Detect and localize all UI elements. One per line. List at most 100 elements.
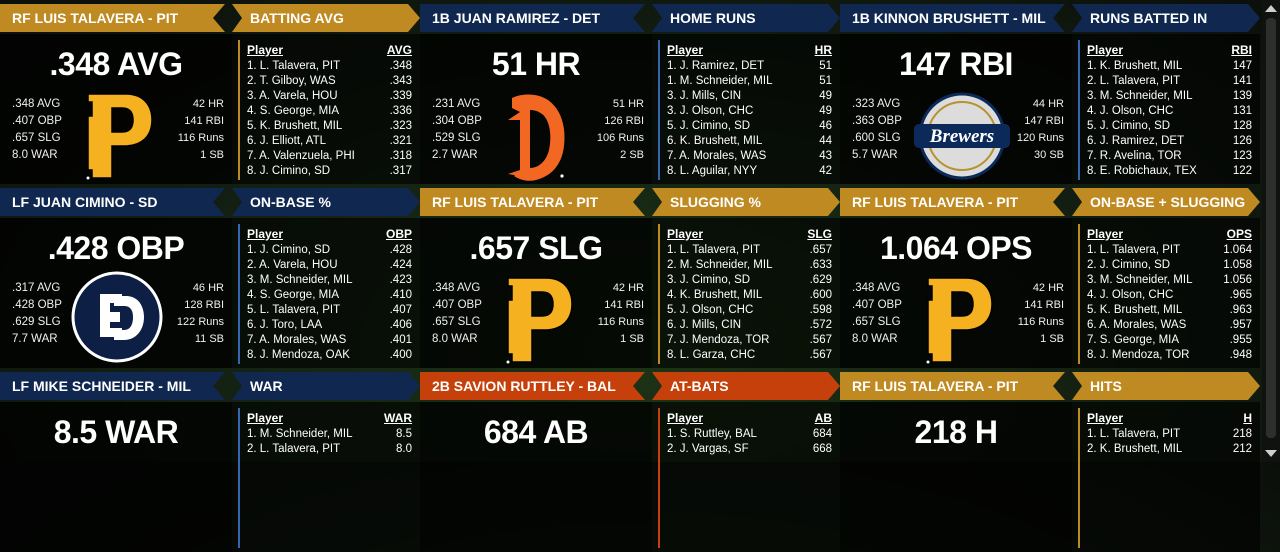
leaderboard-row[interactable]: 5. L. Talavera, PIT .407 [247,303,412,318]
leaderboard-row[interactable]: 1. K. Brushett, MIL 147 [1087,59,1252,74]
stat-sb: 1 SB [620,333,644,345]
stat-hr: 46 HR [192,282,224,294]
vertical-scrollbar[interactable] [1262,0,1280,462]
leaderboard-row[interactable]: 2. T. Gilboy, WAS .343 [247,74,412,89]
leaderboard-header: Player H [1087,411,1252,425]
leaderboard-row[interactable]: 6. J. Toro, LAA .406 [247,318,412,333]
leader-card-hits[interactable]: RF LUIS TALAVERA - PIT HITS 218 H Player… [840,372,1260,552]
leader-card-slugging-pct[interactable]: RF LUIS TALAVERA - PIT SLUGGING % .657 S… [420,188,840,368]
leaderboard-row[interactable]: 1. L. Talavera, PIT 1.064 [1087,243,1252,258]
row-player: 3. J. Olson, CHC [667,105,754,117]
leaderboard-row[interactable]: 5. J. Cimino, SD 128 [1087,119,1252,134]
leaderboard-row[interactable]: 1. S. Ruttley, BAL 684 [667,427,832,442]
leaderboard-row[interactable]: 6. K. Brushett, MIL 44 [667,134,832,149]
leaderboard-row[interactable]: 5. J. Olson, CHC .598 [667,303,832,318]
row-player: 5. J. Olson, CHC [667,304,754,316]
leaderboard-row[interactable]: 3. M. Schneider, MIL 1.056 [1087,273,1252,288]
leaderboard-row[interactable]: 1. M. Schneider, MIL 51 [667,74,832,89]
leaderboard-row[interactable]: 4. J. Olson, CHC .965 [1087,288,1252,303]
row-value: .567 [809,349,832,361]
padres-logo-icon [71,271,163,363]
headline-stat: 218 H [914,414,998,450]
leader-card-on-base-pct[interactable]: LF JUAN CIMINO - SD ON-BASE % .428 OBP .… [0,188,420,368]
leaderboard-row[interactable]: 7. A. Valenzuela, PHI .318 [247,149,412,164]
row-value: 131 [1232,105,1252,117]
leaderboard-row[interactable]: 5. K. Brushett, MIL .963 [1087,303,1252,318]
row-player: 1. J. Cimino, SD [247,244,331,256]
leaderboard-row[interactable]: 1. M. Schneider, MIL 8.5 [247,427,412,442]
leaderboard-row[interactable]: 1. L. Talavera, PIT 218 [1087,427,1252,442]
row-player: 8. L. Aguilar, NYY [667,165,758,177]
leaderboard-row[interactable]: 5. J. Cimino, SD 46 [667,119,832,134]
row-value: .963 [1229,304,1252,316]
row-value: 49 [819,105,832,117]
leaderboard-row[interactable]: 6. A. Morales, WAS .957 [1087,318,1252,333]
leaderboard-row[interactable]: 7. R. Avelina, TOR 123 [1087,149,1252,164]
leader-card-runs-batted-in[interactable]: 1B KINNON BRUSHETT - MIL RUNS BATTED IN … [840,4,1260,184]
leaderboard-row[interactable]: 8. L. Aguilar, NYY 42 [667,164,832,179]
col-stat: RBI [1231,43,1252,57]
leaderboard-row[interactable]: 8. J. Cimino, SD .317 [247,164,412,179]
leaderboard-row[interactable]: 7. J. Mendoza, TOR .567 [667,333,832,348]
leaderboard-row[interactable]: 7. S. George, MIA .955 [1087,333,1252,348]
row-player: 6. J. Toro, LAA [247,319,323,331]
stat-sb: 1 SB [1040,333,1064,345]
leader-card-batting-avg[interactable]: RF LUIS TALAVERA - PIT BATTING AVG .348 … [0,4,420,184]
leaderboard-row[interactable]: 3. J. Olson, CHC 49 [667,104,832,119]
leaderboard-row[interactable]: 3. J. Mills, CIN 49 [667,89,832,104]
row-value: 126 [1232,135,1252,147]
stat-obp: .407 OBP [432,299,482,311]
leaderboard-row[interactable]: 6. J. Ramirez, DET 126 [1087,134,1252,149]
stat-runs: 116 Runs [597,316,644,328]
leaderboard-row[interactable]: 8. J. Mendoza, TOR .948 [1087,348,1252,363]
leaderboard-row[interactable]: 4. S. George, MIA .410 [247,288,412,303]
leaderboard-row[interactable]: 2. L. Talavera, PIT 8.0 [247,442,412,457]
leaderboard-row[interactable]: 4. K. Brushett, MIL .600 [667,288,832,303]
stat-war: 2.7 WAR [432,149,478,161]
leaderboard-row[interactable]: 2. J. Vargas, SF 668 [667,442,832,457]
stat-rbi: 147 RBI [1024,115,1064,127]
row-value: .407 [389,304,412,316]
leader-card-ops[interactable]: RF LUIS TALAVERA - PIT ON-BASE + SLUGGIN… [840,188,1260,368]
leaderboard-row[interactable]: 5. K. Brushett, MIL .323 [247,119,412,134]
stat-runs: 106 Runs [596,132,644,144]
leaderboard-row[interactable]: 4. J. Olson, CHC 131 [1087,104,1252,119]
leaderboard-row[interactable]: 1. J. Ramirez, DET 51 [667,59,832,74]
leaderboard-header: Player AB [667,411,832,425]
row-player: 2. T. Gilboy, WAS [247,75,336,87]
stat-runs: 116 Runs [1017,316,1064,328]
leaderboard-row[interactable]: 7. A. Morales, WAS .401 [247,333,412,348]
leaderboard-row[interactable]: 7. A. Morales, WAS 43 [667,149,832,164]
player-banner: RF LUIS TALAVERA - PIT [0,4,225,32]
leaderboard-row[interactable]: 3. A. Varela, HOU .339 [247,89,412,104]
leaderboard-row[interactable]: 3. M. Schneider, MIL .423 [247,273,412,288]
leaderboard-row[interactable]: 8. J. Mendoza, OAK .400 [247,348,412,363]
leaderboard-row[interactable]: 2. M. Schneider, MIL .633 [667,258,832,273]
leaderboard-row[interactable]: 4. S. George, MIA .336 [247,104,412,119]
leaderboard-row[interactable]: 1. L. Talavera, PIT .657 [667,243,832,258]
scrollbar-thumb[interactable] [1266,18,1276,438]
row-value: 1.064 [1223,244,1252,256]
leaderboard-row[interactable]: 1. J. Cimino, SD .428 [247,243,412,258]
leaderboard-row[interactable]: 8. E. Robichaux, TEX 122 [1087,164,1252,179]
leaderboard-row[interactable]: 6. J. Mills, CIN .572 [667,318,832,333]
leaderboard: Player SLG 1. L. Talavera, PIT .657 2. M.… [652,218,840,368]
leaderboard-row[interactable]: 2. L. Talavera, PIT 141 [1087,74,1252,89]
row-value: 8.5 [396,428,412,440]
leader-card-home-runs[interactable]: 1B JUAN RAMIREZ - DET HOME RUNS 51 HR .2… [420,4,840,184]
leader-card-at-bats[interactable]: 2B SAVION RUTTLEY - BAL AT-BATS 684 AB P… [420,372,840,552]
leaderboard-row[interactable]: 3. J. Cimino, SD .629 [667,273,832,288]
scroll-down-icon[interactable] [1265,450,1277,457]
scroll-up-icon[interactable] [1265,5,1277,12]
leader-card-war[interactable]: LF MIKE SCHNEIDER - MIL WAR 8.5 WAR Play… [0,372,420,552]
leaderboard-row[interactable]: 1. L. Talavera, PIT .348 [247,59,412,74]
leaderboard-row[interactable]: 2. K. Brushett, MIL 212 [1087,442,1252,457]
leaderboard-row[interactable]: 2. A. Varela, HOU .424 [247,258,412,273]
row-value: 51 [819,60,832,72]
leaderboard-row[interactable]: 3. M. Schneider, MIL 139 [1087,89,1252,104]
player-rate-stats: .231 AVG .304 OBP .529 SLG 2.7 WAR [432,96,482,164]
leaderboard-row[interactable]: 6. J. Elliott, ATL .321 [247,134,412,149]
leaderboard-row[interactable]: 2. J. Cimino, SD 1.058 [1087,258,1252,273]
stat-slg: .529 SLG [432,132,481,144]
leaderboard-row[interactable]: 8. L. Garza, CHC .567 [667,348,832,363]
